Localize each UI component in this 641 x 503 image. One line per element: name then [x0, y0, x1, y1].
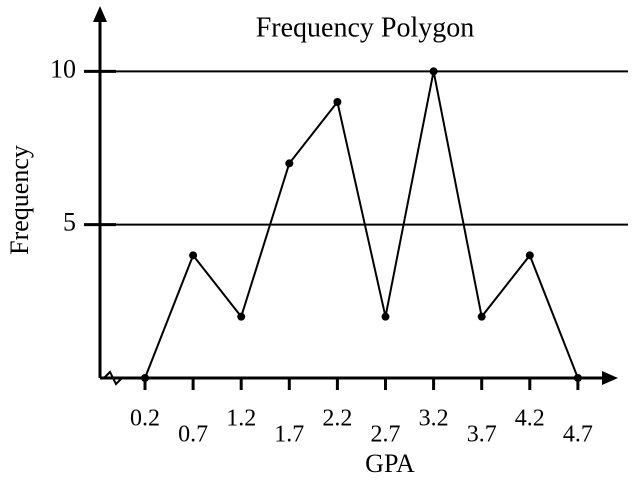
x-tick-label: 4.2	[515, 406, 545, 432]
y-tick-label: 5	[63, 208, 76, 237]
data-point	[381, 312, 390, 321]
data-point	[141, 374, 149, 382]
frequency-line	[144, 71, 579, 379]
data-point	[333, 98, 342, 106]
x-tick-label: 2.7	[371, 422, 401, 448]
x-axis-label: GPA	[365, 449, 415, 478]
data-point	[285, 159, 294, 168]
data-point	[573, 374, 582, 382]
x-tick-label: 4.7	[563, 422, 593, 448]
x-axis-arrow	[602, 371, 618, 385]
x-tick-label: 1.7	[274, 422, 304, 448]
x-tick-label: 2.2	[322, 406, 352, 432]
y-tick-label: 10	[50, 54, 76, 83]
data-point	[525, 251, 534, 260]
data-point	[429, 67, 438, 76]
x-tick-label: 1.2	[226, 406, 256, 432]
y-axis-arrow	[93, 6, 107, 22]
data-point	[189, 251, 198, 260]
x-tick-label: 3.7	[467, 422, 497, 448]
axis-break	[103, 370, 123, 386]
x-tick-label: 3.2	[419, 406, 449, 432]
x-tick-label: 0.7	[178, 422, 208, 448]
data-point	[237, 312, 246, 321]
y-axis-label: Frequency	[5, 145, 34, 255]
data-point	[477, 312, 486, 321]
x-tick-label: 0.2	[130, 406, 160, 432]
chart-title: Frequency Polygon	[256, 12, 475, 43]
